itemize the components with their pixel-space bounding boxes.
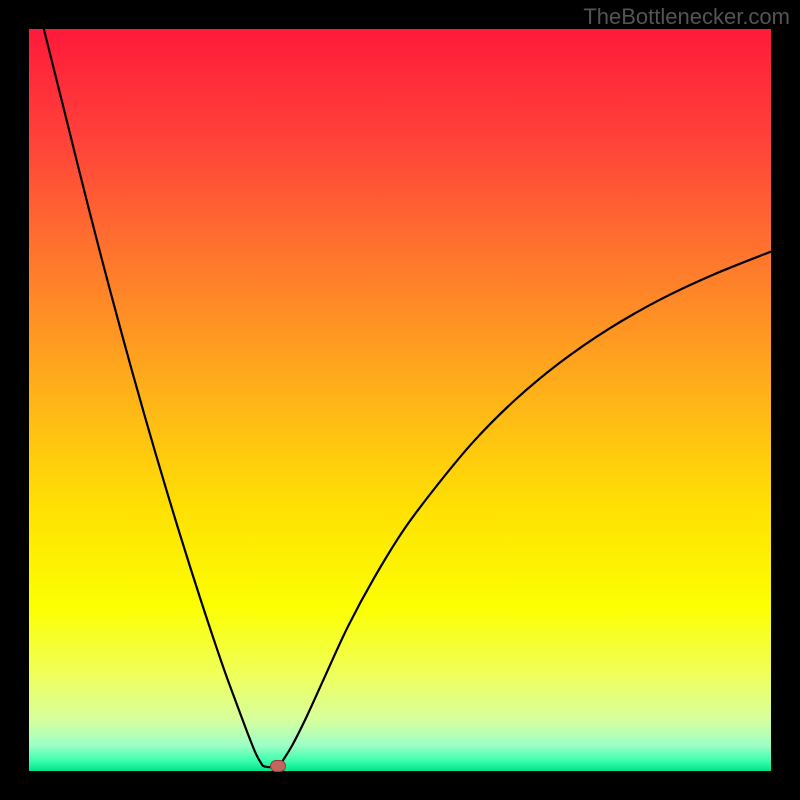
chart-canvas: TheBottlenecker.com bbox=[0, 0, 800, 800]
optimal-point-marker bbox=[270, 760, 286, 772]
watermark-text: TheBottlenecker.com bbox=[583, 4, 790, 30]
bottleneck-curve bbox=[0, 0, 800, 800]
